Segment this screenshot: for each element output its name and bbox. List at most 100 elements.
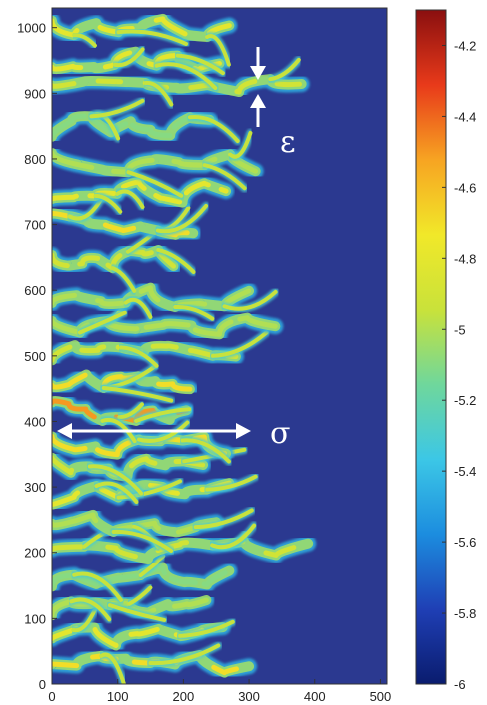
sigma-annotation: σ [57,416,290,451]
plume-branch-core [210,330,269,358]
y-tick-label: 600 [24,283,46,298]
plume-branch-core [101,386,174,403]
plume-branch-core [137,420,190,443]
colorbar-tick-label: -6 [454,677,466,692]
plume-branch-core [205,34,231,67]
arrowhead-down-icon [250,66,266,80]
x-tick-label: 400 [304,689,326,704]
plume-core [52,113,213,140]
plume-branch-core [175,53,225,76]
plume-branch-core [134,407,192,423]
y-tick-label: 800 [24,152,46,167]
plume-branch-core [71,605,98,633]
plume-finger [52,128,264,200]
plume-branch-core [118,345,159,368]
plume-branch-core [148,643,221,666]
plume-finger [52,279,280,323]
y-tick-label: 200 [24,546,46,561]
plume-core [52,342,239,363]
plume-branch-core [93,193,123,214]
plume-branch-core [72,33,97,48]
plume-branch-core [156,247,196,274]
colorbar [415,9,447,685]
x-tick-label: 100 [107,689,129,704]
y-tick-label: 100 [24,611,46,626]
plume-branch-core [155,203,208,234]
plume-branch-core [205,474,258,492]
plume-finger [52,96,242,146]
plume-branch-core [94,481,139,505]
plume-branch-core [72,571,124,602]
colorbar-tick-label: -5.2 [454,393,476,408]
epsilon-annotation: ε [250,47,296,160]
x-tick-label: 500 [370,689,392,704]
plume-branch-core [116,29,189,46]
plume-branch-core [115,189,145,210]
sigma-label: σ [270,416,290,451]
plume-branch-core [112,47,145,68]
epsilon-label: ε [280,125,296,160]
plume-finger [52,362,198,405]
colorbar-tick-label: -4.8 [454,251,476,266]
plume-finger [52,10,238,69]
plume-branch-core [117,402,144,420]
plume-branch-core [107,603,167,622]
plume-branch-core [228,130,253,159]
y-tick-label: 300 [24,480,46,495]
plume-branch-core [69,597,112,622]
plume-finger [52,583,215,624]
colorbar-axis: -6 -5.8 -5.6 -5.4 -5.2 -5 -4.8 -4.6 -4.4 -4.2 [442,38,476,692]
plume-branch-core [126,170,184,198]
plume-branch-core [77,310,127,335]
arrowhead-right-icon [236,423,251,439]
arrowhead-up-icon [250,94,266,108]
plume-finger [52,445,249,498]
y-tick-label: 0 [39,677,46,692]
plume-branch-core [116,479,183,500]
plume-branch-core [99,652,126,684]
plume-branch-core [173,304,215,321]
plume-branch-core [268,57,301,82]
plot-frame [51,7,388,685]
colorbar-tick-label: -4.2 [454,38,476,53]
x-axis: 0 100 200 300 400 500 [48,679,391,704]
plume-branch-core [110,266,137,293]
plume-finger [52,187,210,243]
plume-finger [52,521,317,568]
plume-fingers [52,10,317,684]
plume-finger [52,293,284,343]
plume-branch-core [100,417,137,444]
plume-core [52,480,232,508]
plume-core [52,76,305,95]
colorbar-tick-label: -5.4 [454,464,476,479]
x-tick-label: 300 [238,689,260,704]
plume-finger [52,173,235,216]
colorbar-tick-label: -5 [454,322,466,337]
colorbar-tick-label: -4.4 [454,109,476,124]
plume-core [52,371,193,392]
plume-finger [52,328,271,370]
arrowhead-left-icon [57,423,72,439]
plume-finger [52,393,195,446]
plume-branch-core [111,529,174,554]
y-axis: 0 100 200 300 400 500 600 700 800 900 1000 [17,21,57,692]
plume-branch-core [154,62,218,91]
plume-core [52,179,229,206]
plume-finger [52,506,256,556]
x-tick-label: 200 [173,689,195,704]
plume-finger [52,418,235,466]
plume-branch-core [123,297,153,319]
plume-finger [52,641,258,684]
plume-branch-core [87,464,144,496]
plume-core [52,285,252,310]
y-tick-label: 700 [24,218,46,233]
plume-branch-core [180,438,231,464]
colorbar-tick-label: -4.6 [454,180,476,195]
x-tick-label: 0 [48,689,55,704]
plume-branch-core [89,98,145,119]
plume-core [52,150,259,175]
colorbar-tick-label: -5.8 [454,606,476,621]
plume-finger [52,603,237,654]
y-tick-label: 500 [24,349,46,364]
